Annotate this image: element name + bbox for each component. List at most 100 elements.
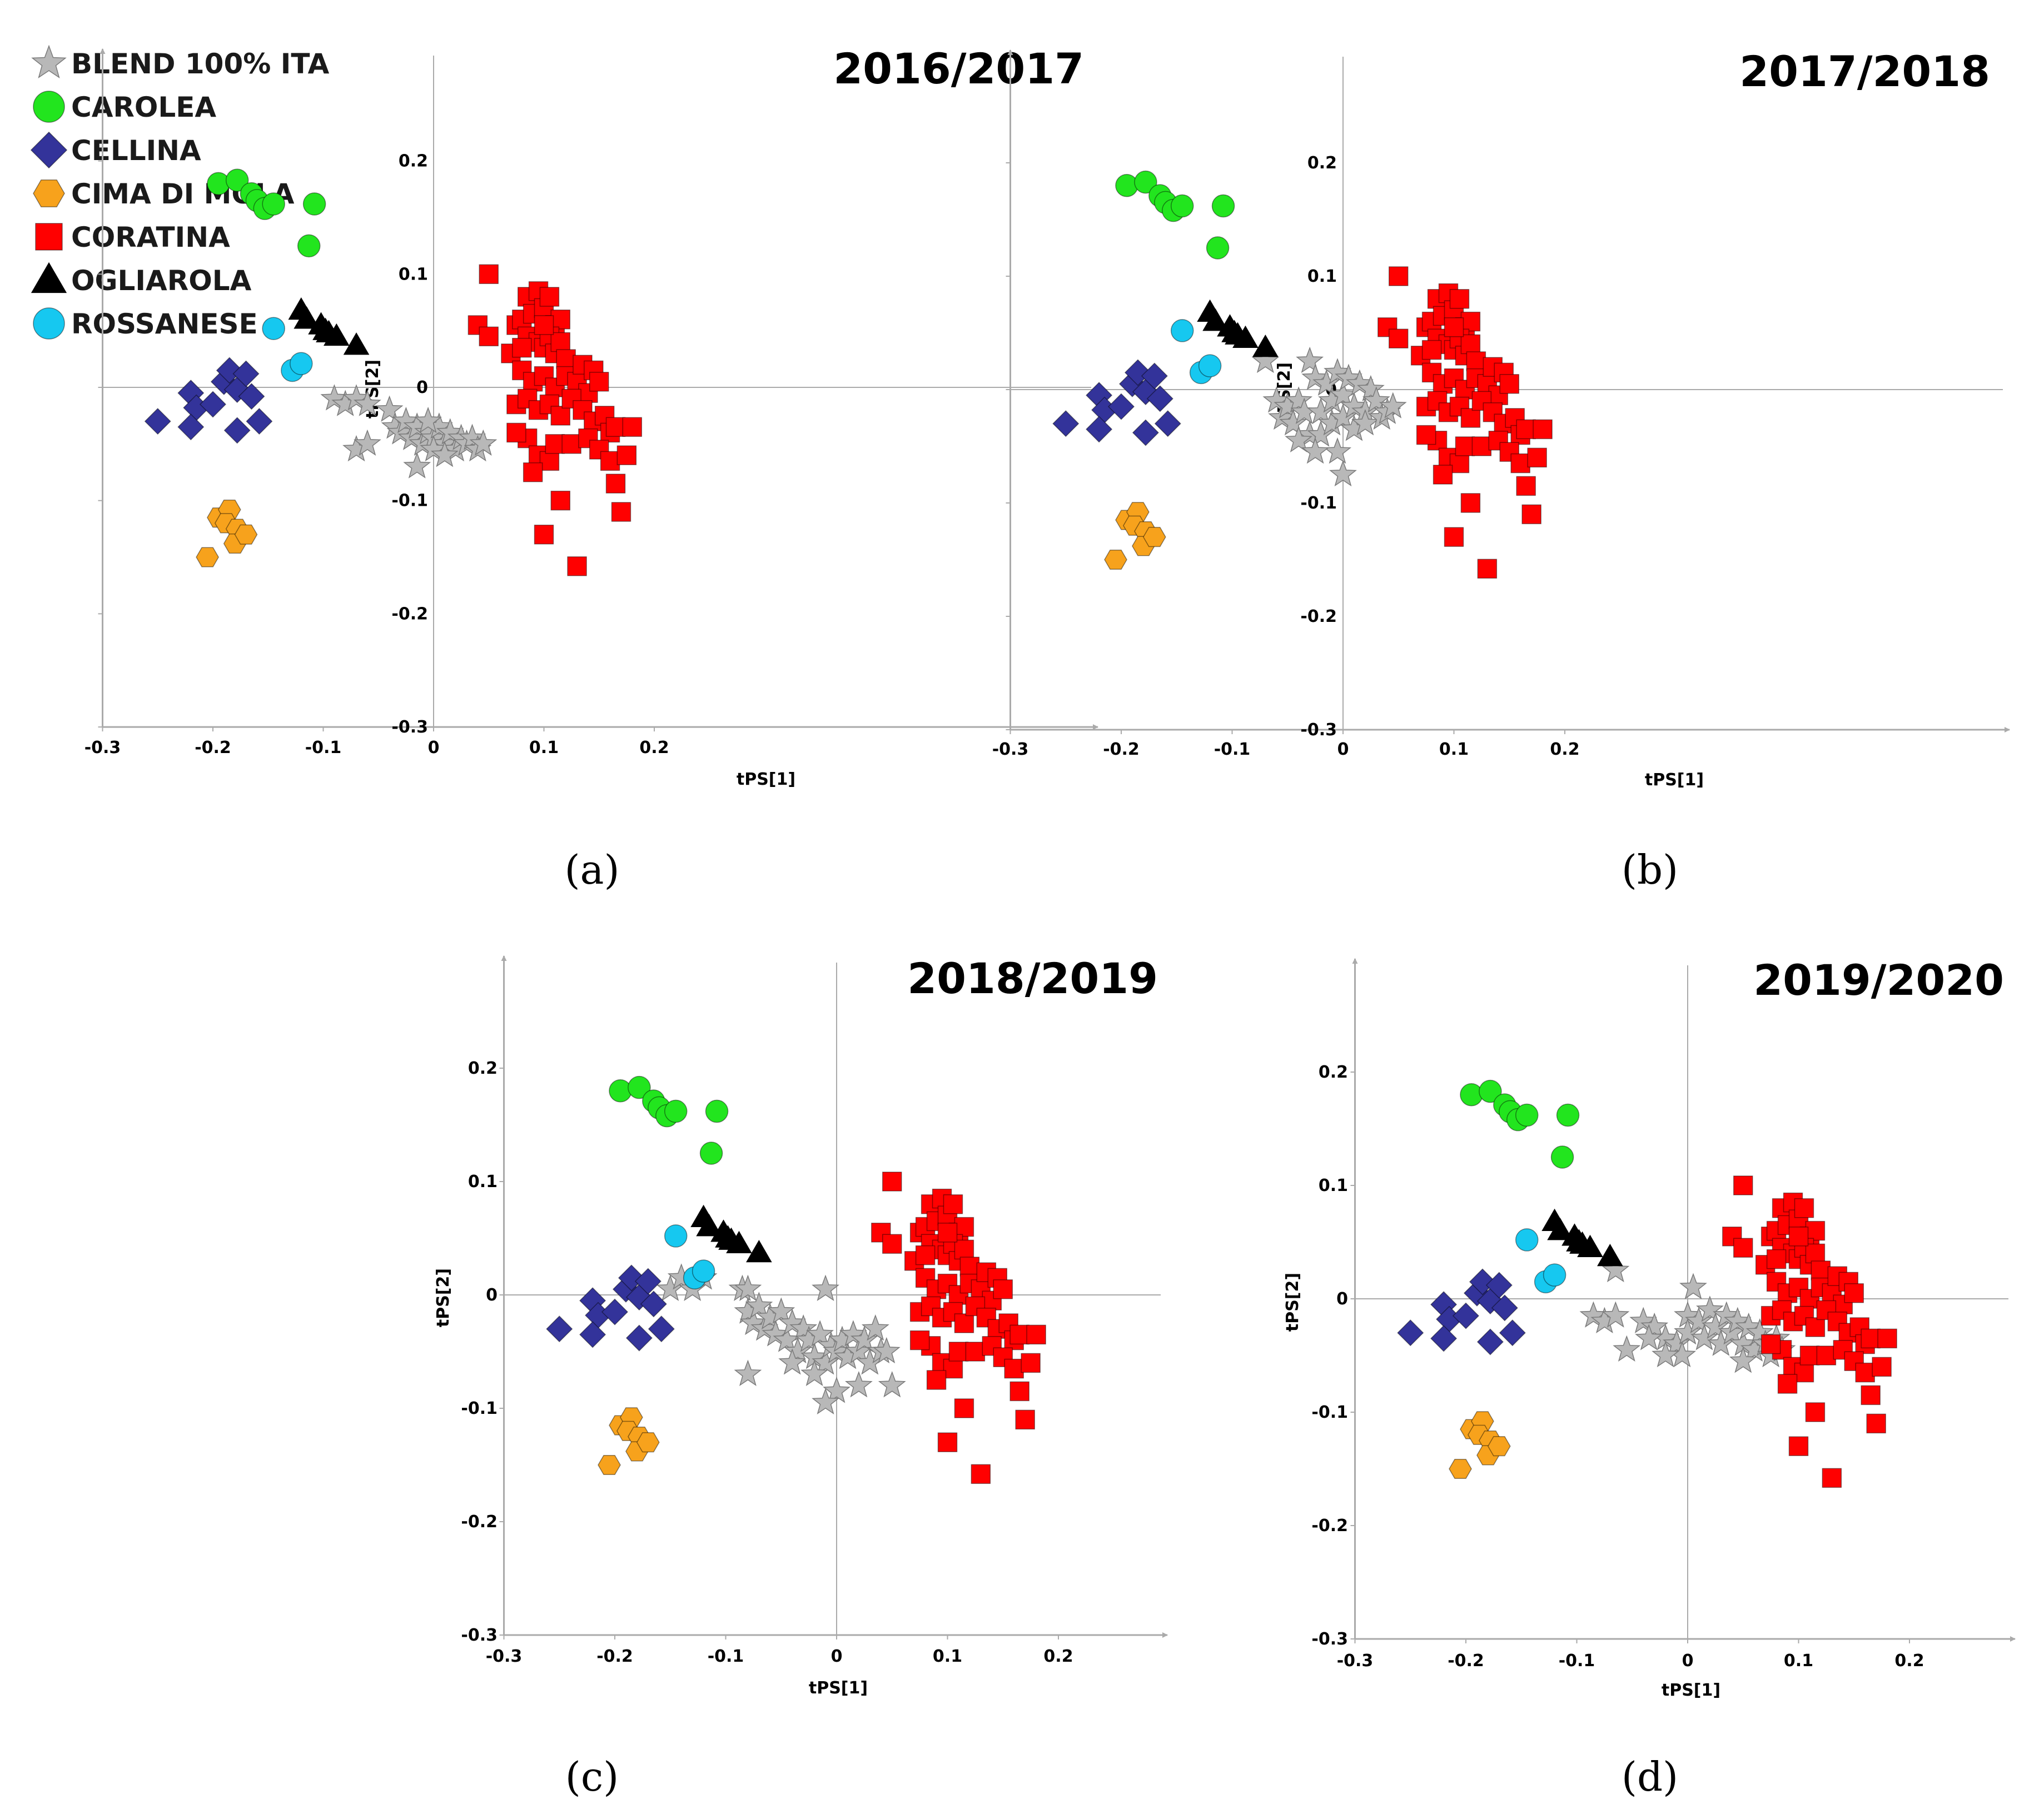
data-point-carolea: [1515, 1103, 1539, 1127]
series-carolea: [1460, 1079, 1580, 1169]
legend-item-coratina: CORATINA: [35, 221, 230, 253]
y-tick-label: 0.1: [1307, 267, 1337, 286]
data-point-coratina: [1788, 1227, 1809, 1247]
data-point-coratina: [954, 1217, 974, 1237]
data-point-blend: [1701, 1312, 1729, 1339]
legend: BLEND 100% ITA CAROLEA CELLINA CIMA DI M…: [30, 44, 330, 340]
series-rossanese: [1515, 1228, 1566, 1294]
legend-marker: [33, 307, 65, 340]
data-point-carolea: [262, 192, 285, 216]
data-point-coratina: [1733, 1238, 1753, 1258]
series-coratina: [468, 264, 643, 576]
y-tick-label: -0.3: [461, 1626, 498, 1645]
data-point-coratina: [1009, 1381, 1030, 1402]
data-point-coratina: [1805, 1317, 1826, 1337]
data-point-coratina: [561, 434, 581, 454]
legend-item-blend: BLEND 100% ITA: [31, 44, 330, 80]
data-point-cellina: [1141, 362, 1168, 390]
data-point-rossanese: [1543, 1263, 1566, 1287]
data-point-coratina: [1844, 1283, 1864, 1303]
data-point-coratina: [550, 490, 571, 511]
data-point-blend: [812, 1388, 839, 1414]
data-point-coratina: [954, 1239, 974, 1260]
data-point-coratina: [622, 417, 643, 437]
data-point-coratina: [550, 310, 571, 330]
data-point-blend: [1312, 369, 1340, 396]
data-point-blend: [1285, 386, 1313, 413]
data-point-rossanese: [290, 352, 313, 375]
data-point-blend: [1679, 1273, 1707, 1299]
data-point-coratina: [1861, 1385, 1881, 1406]
y-tick-label: 0.1: [1319, 1176, 1348, 1195]
data-point-blend: [812, 1348, 839, 1375]
data-point-coratina: [506, 422, 526, 443]
data-point-coratina: [600, 451, 620, 471]
x-tick-label: 0.1: [933, 1647, 962, 1666]
data-point-coratina: [1861, 1328, 1881, 1349]
data-point-ogliarola: [294, 306, 320, 329]
data-point-cellina: [648, 1315, 675, 1343]
data-point-cellina: [1107, 393, 1135, 420]
data-point-blend: [767, 1297, 795, 1324]
data-point-coratina: [1827, 1312, 1848, 1332]
y-tick-label: -0.1: [391, 491, 428, 511]
data-point-blend: [1285, 426, 1313, 452]
legend-marker: [33, 91, 65, 123]
data-point-coratina: [1449, 453, 1470, 474]
data-point-cellina: [199, 391, 227, 418]
data-point-blend: [745, 1292, 773, 1318]
data-point-coratina: [1766, 1249, 1787, 1269]
series-carolea: [207, 168, 326, 258]
data-point-coratina: [1822, 1283, 1842, 1303]
data-point-cellina: [238, 383, 265, 410]
data-point-coratina: [1416, 425, 1436, 445]
data-point-blend: [1362, 386, 1390, 413]
series-cellina: [1052, 359, 1181, 446]
legend-label-rossanese: ROSSANESE: [71, 308, 258, 340]
data-point-carolea: [1206, 236, 1230, 260]
y-tick-label: -0.3: [1311, 1629, 1348, 1649]
series-carolea: [1115, 170, 1235, 260]
data-point-blend: [1602, 1255, 1630, 1283]
series-ogliarola: [690, 1204, 772, 1263]
data-point-coratina: [1004, 1358, 1024, 1379]
data-point-coratina: [909, 1330, 930, 1350]
data-point-blend: [469, 429, 498, 456]
data-point-cima-di-mola: [1142, 527, 1166, 547]
panel-b: 2017/2018 (b) tPS[1] tPS[2] -0.3 -0.2 -0.1…: [992, 47, 2010, 893]
data-point-cima-di-mola: [196, 547, 219, 567]
data-point-cellina: [601, 1298, 629, 1325]
legend-marker: [35, 223, 63, 251]
data-point-coratina: [1805, 1243, 1826, 1264]
data-point-blend: [872, 1337, 901, 1364]
data-point-rossanese: [1515, 1228, 1539, 1252]
data-point-coratina: [523, 462, 543, 482]
data-point-coratina: [567, 556, 587, 576]
data-point-carolea: [1460, 1083, 1483, 1107]
data-point-carolea: [628, 1075, 651, 1099]
panel-label: (d): [1622, 1753, 1678, 1800]
data-point-ogliarola: [1232, 325, 1259, 348]
data-point-coratina: [1805, 1220, 1826, 1241]
data-point-coratina: [534, 525, 554, 545]
data-point-blend: [1351, 409, 1379, 436]
series-ogliarola: [1541, 1208, 1623, 1267]
data-point-blend: [1640, 1312, 1669, 1339]
x-axis-label: tPS[1]: [809, 1678, 868, 1698]
data-point-coratina: [616, 445, 637, 465]
data-point-carolea: [699, 1142, 723, 1165]
data-point-rossanese: [692, 1259, 715, 1283]
data-point-blend: [789, 1314, 818, 1341]
data-point-rossanese: [1198, 354, 1222, 377]
data-point-blend: [1329, 460, 1357, 487]
x-tick-label: -0.2: [1103, 740, 1140, 759]
x-tick-label: -0.3: [992, 740, 1029, 759]
data-point-coratina: [1733, 1175, 1753, 1195]
data-point-coratina: [1872, 1357, 1892, 1377]
y-tick-label: 0.1: [468, 1172, 498, 1192]
data-point-coratina: [1855, 1362, 1875, 1383]
data-point-cellina: [625, 1324, 653, 1352]
x-tick-label: 0: [428, 738, 440, 757]
series-rossanese: [262, 317, 313, 382]
x-tick-label: 0.1: [1439, 740, 1469, 759]
